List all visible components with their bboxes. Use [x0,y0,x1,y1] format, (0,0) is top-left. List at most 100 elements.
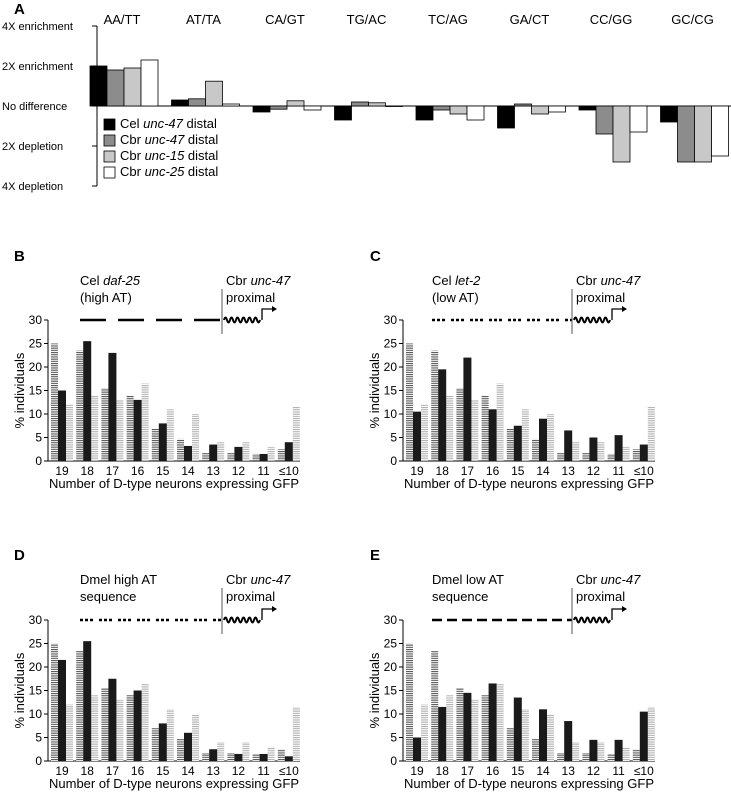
bar-a [106,69,125,107]
y-tick-label: 5 [390,431,397,445]
bar-a [222,103,240,107]
promoter-label: Cbr unc-47 [576,273,641,288]
y-tick-label: 30 [384,613,398,627]
reference-bar-left [456,688,464,761]
bar-a [269,105,288,110]
construct-label-line2: sequence [80,589,136,604]
data-bar [158,423,167,461]
bar-a [694,105,712,163]
x-tick-label: 19 [410,464,424,478]
y-tick-label: 15 [384,384,398,398]
panel-a: A 4X enrichment 2X enrichment No difference… [2,1,731,193]
data-bar [639,711,648,761]
y-tick-label: 0 [35,454,42,468]
panel-letter: D [14,547,25,564]
data-bar [133,690,142,761]
legend-swatch-a [103,166,116,179]
bar-a [449,105,468,115]
bar-a [677,105,695,163]
bar-a [303,105,322,111]
y-tick-label: 25 [29,637,43,651]
reference-bar-right [496,683,504,761]
reference-bar-right [66,704,73,761]
reference-bar-right [217,442,225,461]
y-tick-label: 10 [384,707,398,721]
y-axis-label: % individuals [367,352,382,428]
data-bar [259,753,268,761]
x-tick-label: 16 [486,464,500,478]
data-bar [234,753,243,761]
reference-bar-left [431,650,439,761]
bar-a [415,105,434,121]
y-tick-label: 15 [384,684,398,698]
panel-b: B Cel daf-25 (high AT) Cbr unc-47 proximal 0 5… [12,248,300,491]
x-tick-label: 11 [612,764,625,778]
data-bar [259,453,268,461]
data-bar [133,399,142,461]
promoter-wave [573,316,611,324]
reference-bar-right [267,746,275,761]
reference-bar-left [632,749,640,761]
data-bar [463,357,472,461]
reference-bar-right [572,742,580,761]
promoter-label-line2: proximal [576,290,625,305]
y-tick-label: 30 [29,313,43,327]
construct-label-line2: (low AT) [432,290,479,305]
reference-bar-right [421,704,428,761]
reference-bar-left [607,453,615,461]
panel-d: D Dmel high AT sequence Cbr unc-47 proximal 0… [12,547,300,791]
reference-bar-right [116,699,124,761]
reference-bar-left [506,728,514,761]
bar-a [660,105,678,123]
y-tick-label: 20 [29,660,43,674]
tss-arrowhead [622,606,627,612]
reference-bar-left [481,695,489,761]
data-bar [438,706,447,761]
data-bar [209,444,218,461]
reference-bar-right [141,683,149,761]
promoter-wave [223,616,261,624]
data-bar [58,659,66,761]
reference-bar-left [582,753,590,761]
bar-a [711,105,729,157]
reference-bar-left [406,643,413,761]
y-axis-label: % individuals [12,352,27,428]
bar-a [629,105,648,133]
reference-bar-right [166,709,174,761]
reference-bar-left [252,453,260,461]
reference-bar-left [481,395,489,461]
bar-a [140,59,159,107]
y-tick-label: 0 [35,754,42,768]
reference-bar-left [177,738,184,761]
bar-a [89,65,108,107]
x-tick-label: 19 [55,764,69,778]
bar-a [351,101,369,107]
promoter-label-line2: proximal [226,290,275,305]
reference-bar-left [101,688,109,761]
x-tick-label: 12 [232,464,246,478]
reference-bar-right [622,446,630,461]
x-axis-label: Number of D-type neurons expressing GFP [404,476,654,491]
data-bar [413,737,421,761]
data-bar [108,678,117,761]
promoter-label-line2: proximal [576,589,625,604]
x-tick-label: 11 [257,464,270,478]
y-tick-label: 5 [35,431,42,445]
reference-bar-right [597,742,605,761]
bar-a [497,105,515,129]
reference-bar-right [166,409,174,461]
data-bar [513,697,522,761]
legend-swatch-a [103,150,116,163]
y-tick-label-a: No difference [2,101,67,113]
reference-bar-left [202,453,210,461]
reference-bar-left [151,428,159,461]
reference-bar-left [431,350,439,461]
bar-a [171,99,189,107]
x-tick-label: 18 [436,464,450,478]
reference-bar-left [277,449,285,461]
reference-bar-left [202,753,210,761]
construct-label: Cel let-2 [432,273,481,288]
panel-c: C Cel let-2 (low AT) Cbr unc-47 proximal 0 5 10… [367,248,655,491]
reference-bar-left [126,395,134,461]
